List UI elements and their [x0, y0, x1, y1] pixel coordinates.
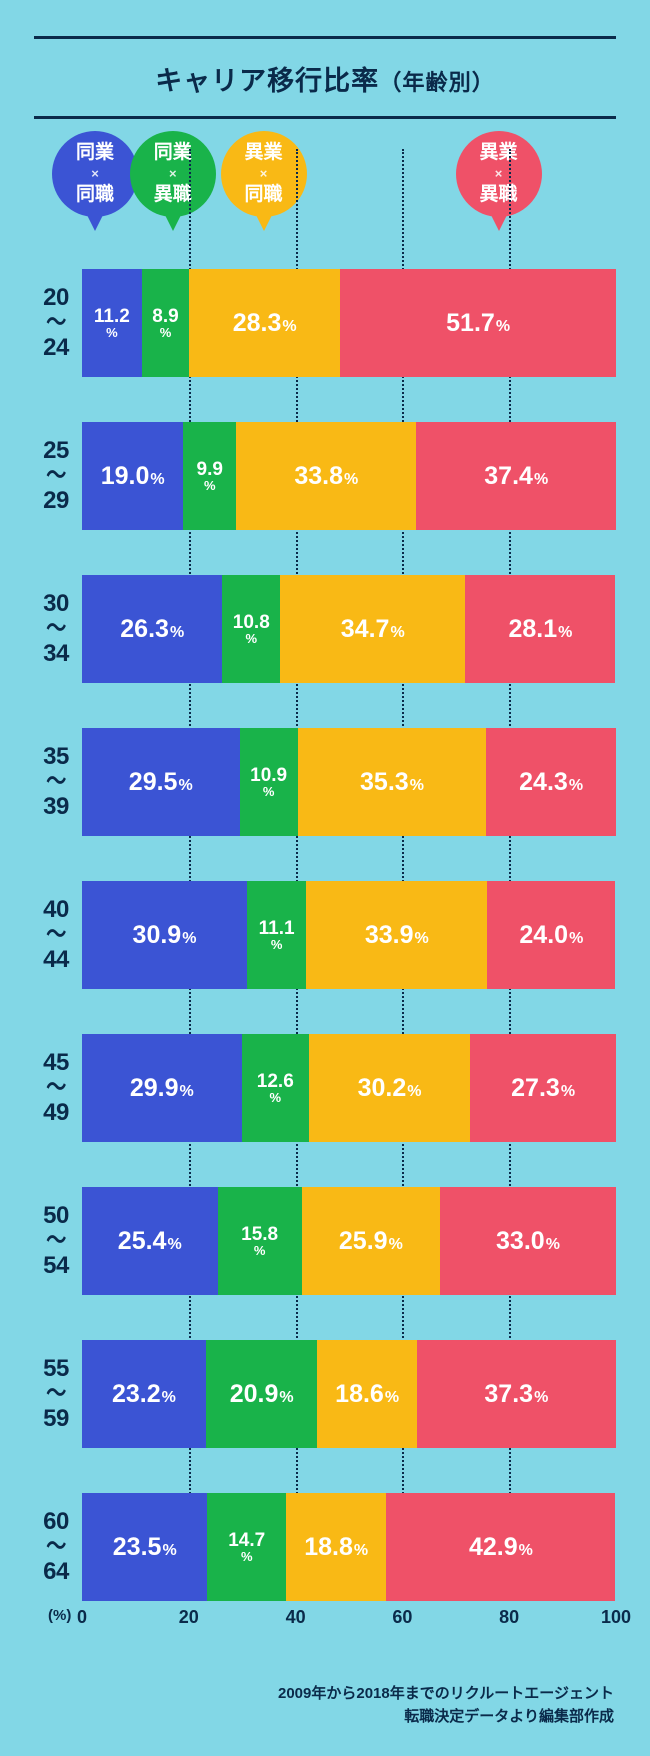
age-label: 30〜34	[34, 575, 78, 683]
bar-segment: 28.3%	[189, 269, 340, 377]
footer-source: 2009年から2018年までのリクルートエージェント 転職決定データより編集部作…	[278, 1683, 614, 1728]
infographic-root: キャリア移行比率（年齢別） 同業×同職同業×異職異業×同職 異業×異職 20〜24…	[0, 0, 650, 1756]
legend-bubble: 異業×同職	[221, 131, 307, 231]
bar-row: 40〜4430.9%11.1%33.9%24.0%	[82, 881, 616, 989]
bar-row: 60〜6423.5%14.7%18.8%42.9%	[82, 1493, 616, 1601]
bar-segment: 30.9%	[82, 881, 247, 989]
age-label: 20〜24	[34, 269, 78, 377]
bar-row: 55〜5923.2%20.9%18.6%37.3%	[82, 1340, 616, 1448]
bar-segment: 14.7%	[207, 1493, 285, 1601]
bar-segment: 34.7%	[280, 575, 465, 683]
axis-tick: 80	[499, 1607, 519, 1628]
bar-segment: 42.9%	[386, 1493, 615, 1601]
axis-tick: 100	[601, 1607, 631, 1628]
axis-tick: 40	[286, 1607, 306, 1628]
axis-tick: 60	[392, 1607, 412, 1628]
bar-segment: 33.8%	[236, 422, 416, 530]
bar-segment: 33.9%	[306, 881, 487, 989]
bar-segment: 11.1%	[247, 881, 306, 989]
plot: 20〜2411.2%8.9%28.3%51.7% 25〜2919.0%9.9%33…	[82, 269, 616, 1601]
age-label: 45〜49	[34, 1034, 78, 1142]
bar-segment: 37.4%	[416, 422, 616, 530]
age-label: 55〜59	[34, 1340, 78, 1448]
bar-segment: 20.9%	[206, 1340, 318, 1448]
legend-row: 同業×同職同業×異職異業×同職異業×異職	[82, 119, 616, 269]
bar-segment: 8.9%	[142, 269, 189, 377]
stacked-bar: 23.5%14.7%18.8%42.9%	[82, 1493, 616, 1601]
bar-segment: 24.0%	[487, 881, 615, 989]
bar-segment: 19.0%	[82, 422, 183, 530]
bar-segment: 25.4%	[82, 1187, 218, 1295]
bar-segment: 10.9%	[240, 728, 298, 836]
bar-row: 20〜2411.2%8.9%28.3%51.7%	[82, 269, 616, 377]
bar-segment: 18.8%	[286, 1493, 386, 1601]
age-label: 40〜44	[34, 881, 78, 989]
stacked-bar: 29.9%12.6%30.2%27.3%	[82, 1034, 616, 1142]
stacked-bar: 23.2%20.9%18.6%37.3%	[82, 1340, 616, 1448]
stacked-bar: 19.0%9.9%33.8%37.4%	[82, 422, 616, 530]
bar-segment: 25.9%	[302, 1187, 440, 1295]
stacked-bar: 30.9%11.1%33.9%24.0%	[82, 881, 616, 989]
x-axis: (%) 020406080100	[82, 1607, 616, 1633]
footer-line-2: 転職決定データより編集部作成	[278, 1706, 614, 1729]
footer-line-1: 2009年から2018年までのリクルートエージェント	[278, 1683, 614, 1706]
bar-segment: 35.3%	[298, 728, 487, 836]
stacked-bar: 26.3%10.8%34.7%28.1%	[82, 575, 616, 683]
age-label: 60〜64	[34, 1493, 78, 1601]
bar-row: 45〜4929.9%12.6%30.2%27.3%	[82, 1034, 616, 1142]
bar-segment: 18.6%	[317, 1340, 416, 1448]
bar-segment: 11.2%	[82, 269, 142, 377]
chart-title: キャリア移行比率（年齢別）	[34, 39, 616, 116]
title-block: キャリア移行比率（年齢別）	[0, 0, 650, 119]
chart-area: 同業×同職同業×異職異業×同職 異業×異職 20〜2411.2%8.9%28.3%…	[0, 119, 650, 1633]
age-label: 35〜39	[34, 728, 78, 836]
bar-row: 50〜5425.4%15.8%25.9%33.0%	[82, 1187, 616, 1295]
bar-segment: 51.7%	[340, 269, 616, 377]
bar-segment: 30.2%	[309, 1034, 470, 1142]
bar-segment: 24.3%	[486, 728, 616, 836]
bar-segment: 28.1%	[465, 575, 615, 683]
age-label: 50〜54	[34, 1187, 78, 1295]
bar-segment: 26.3%	[82, 575, 222, 683]
bar-row: 35〜3929.5%10.9%35.3%24.3%	[82, 728, 616, 836]
bar-segment: 15.8%	[218, 1187, 302, 1295]
bar-segment: 9.9%	[183, 422, 236, 530]
axis-tick: 20	[179, 1607, 199, 1628]
bar-segment: 23.5%	[82, 1493, 207, 1601]
bar-row: 25〜2919.0%9.9%33.8%37.4%	[82, 422, 616, 530]
title-main: キャリア移行比率	[155, 66, 379, 96]
bar-segment: 12.6%	[242, 1034, 309, 1142]
legend-bubble: 同業×異職	[130, 131, 216, 231]
bar-segment: 10.8%	[222, 575, 280, 683]
bar-segment: 29.9%	[82, 1034, 242, 1142]
legend-bubble: 異業×異職	[456, 131, 542, 231]
bar-segment: 37.3%	[417, 1340, 616, 1448]
bar-segment: 23.2%	[82, 1340, 206, 1448]
stacked-bar: 25.4%15.8%25.9%33.0%	[82, 1187, 616, 1295]
stacked-bar: 11.2%8.9%28.3%51.7%	[82, 269, 616, 377]
stacked-bar: 29.5%10.9%35.3%24.3%	[82, 728, 616, 836]
bar-segment: 27.3%	[470, 1034, 616, 1142]
axis-tick: 0	[77, 1607, 87, 1628]
bar-segment: 29.5%	[82, 728, 240, 836]
legend-bubble: 同業×同職	[52, 131, 138, 231]
bar-segment: 33.0%	[440, 1187, 616, 1295]
bar-row: 30〜3426.3%10.8%34.7%28.1%	[82, 575, 616, 683]
age-label: 25〜29	[34, 422, 78, 530]
axis-unit: (%)	[48, 1607, 71, 1624]
title-sub: （年齢別）	[379, 70, 495, 95]
plot-wrapper: 20〜2411.2%8.9%28.3%51.7% 25〜2919.0%9.9%33…	[82, 269, 616, 1601]
